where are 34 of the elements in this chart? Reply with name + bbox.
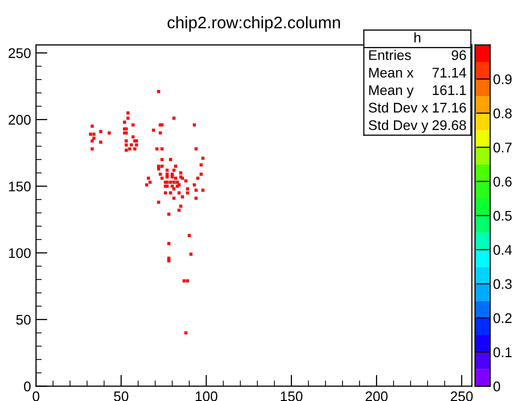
annotation: 17.16: [432, 102, 466, 113]
y-tick-label: 200: [8, 114, 31, 125]
annotation: 161.1: [432, 85, 466, 96]
y-tick-label: 100: [9, 248, 31, 258]
x-tick-label: 100: [196, 391, 218, 401]
color-bar-label: 0.4: [493, 244, 512, 255]
annotation: Std Dev x: [368, 102, 428, 113]
annotation: Mean x: [369, 68, 414, 78]
x-tick-label: 50: [114, 391, 128, 401]
color-bar-label: 0.7: [493, 142, 512, 152]
annotation: Mean y: [369, 85, 414, 98]
chart-title: chip2.row:chip2.column: [168, 16, 340, 32]
color-bar-label: 0.8: [493, 108, 512, 118]
color-bar-label: 0: [493, 381, 500, 392]
color-bar-label: 0.5: [493, 210, 512, 221]
x-tick-label: 250: [450, 391, 473, 401]
text: h: [414, 32, 420, 42]
x-tick-label: 150: [280, 391, 302, 401]
color-bar-label: 0.3: [493, 279, 512, 289]
annotation: Entries: [369, 50, 411, 60]
annotation: 96: [452, 50, 466, 60]
x-tick-label: 0: [32, 391, 40, 401]
color-bar-label: 0.9: [493, 74, 512, 84]
annotation: 71.14: [432, 68, 466, 78]
annotation: Std Dev y: [368, 120, 428, 133]
y-tick-label: 150: [9, 182, 31, 192]
color-bar-label: 0.2: [493, 313, 512, 324]
color-bar-label: 0.1: [493, 347, 512, 358]
y-tick-label: 50: [16, 314, 31, 325]
annotation: 29.68: [432, 120, 466, 130]
y-tick-label: 0: [24, 381, 31, 392]
y-tick-label: 250: [8, 48, 31, 58]
color-bar-label: 0.6: [493, 176, 512, 187]
x-tick-label: 200: [366, 391, 388, 401]
